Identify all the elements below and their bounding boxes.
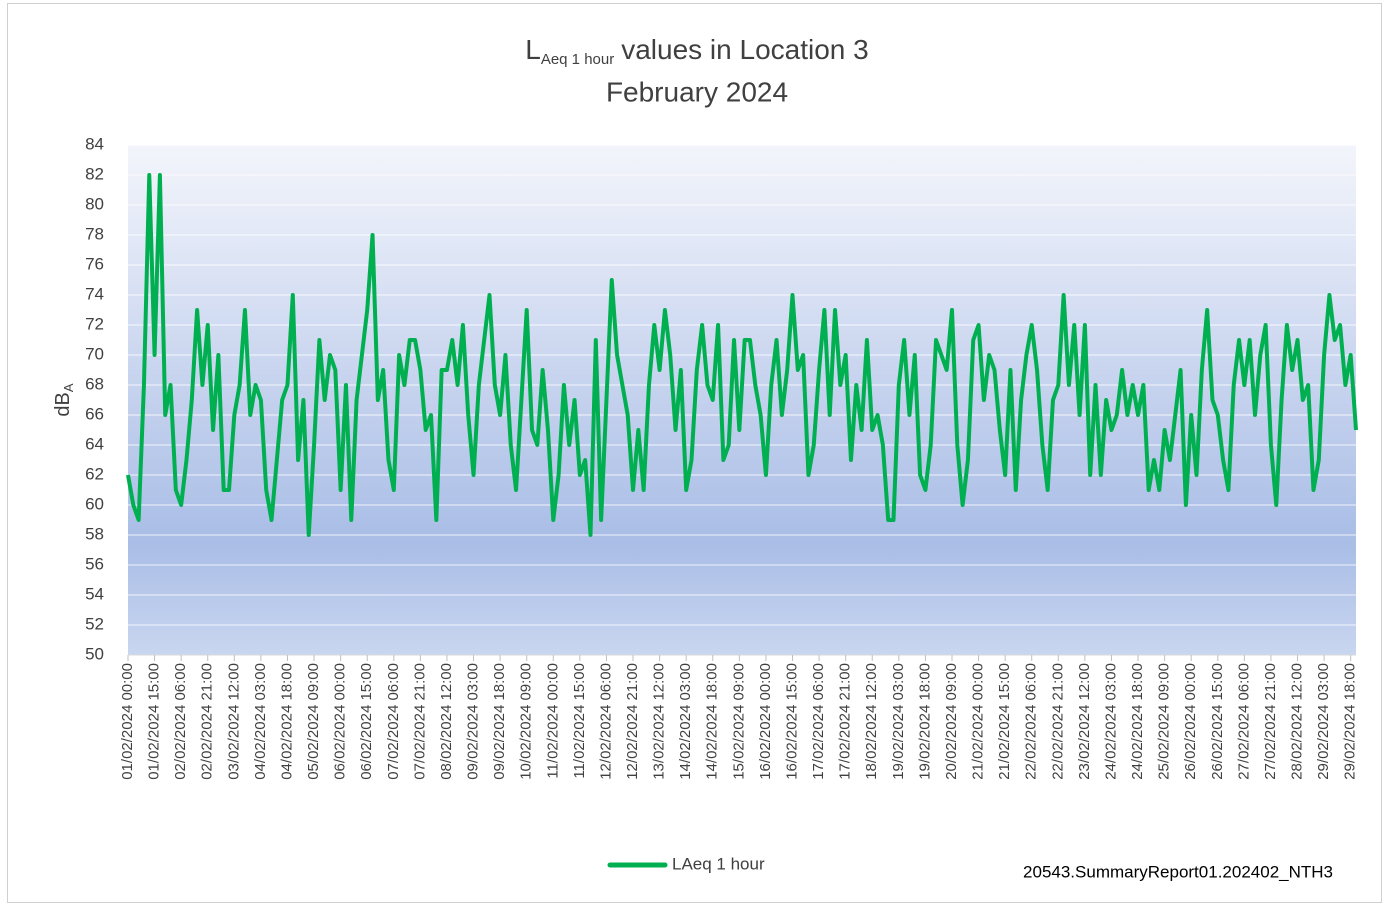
x-tick-label: 04/02/2024 03:00 (252, 663, 269, 780)
x-tick-label: 01/02/2024 00:00 (119, 663, 136, 780)
x-tick-label: 20/02/2024 09:00 (943, 663, 960, 780)
x-tick-label: 27/02/2024 21:00 (1262, 663, 1279, 780)
x-tick-label: 24/02/2024 18:00 (1129, 663, 1146, 780)
x-tick-label: 21/02/2024 15:00 (996, 663, 1013, 780)
x-tick-label: 11/02/2024 15:00 (571, 663, 588, 779)
x-tick-label: 09/02/2024 03:00 (465, 663, 482, 780)
x-tick-label: 21/02/2024 00:00 (970, 663, 987, 780)
y-tick-label: 80 (85, 194, 104, 213)
y-tick-label: 60 (85, 494, 104, 513)
x-tick-label: 19/02/2024 03:00 (890, 663, 907, 780)
annotation: 20543.SummaryReport01.202402_NTH3 (1023, 862, 1333, 881)
x-tick-label: 10/02/2024 09:00 (518, 663, 535, 780)
x-tick-label: 22/02/2024 21:00 (1049, 663, 1066, 780)
x-tick-label: 05/02/2024 09:00 (305, 663, 322, 780)
y-tick-label: 62 (85, 464, 104, 483)
title-rest: values in Location 3 (621, 34, 869, 65)
x-tick-label: 16/02/2024 15:00 (783, 663, 800, 780)
x-tick-label: 26/02/2024 00:00 (1182, 663, 1199, 780)
x-tick-label: 27/02/2024 06:00 (1235, 663, 1252, 780)
y-label-main: dB (52, 392, 74, 416)
y-tick-label: 64 (85, 434, 104, 453)
x-tick-label: 25/02/2024 09:00 (1156, 663, 1173, 780)
y-tick-label: 70 (85, 344, 104, 363)
x-tick-label: 09/02/2024 18:00 (491, 663, 508, 780)
y-tick-label: 56 (85, 554, 104, 573)
x-tick-label: 26/02/2024 15:00 (1209, 663, 1226, 780)
x-tick-label: 08/02/2024 12:00 (438, 663, 455, 780)
x-tick-label: 24/02/2024 03:00 (1102, 663, 1119, 780)
x-tick-label: 02/02/2024 06:00 (172, 663, 189, 780)
y-tick-label: 82 (85, 164, 104, 183)
x-tick-label: 14/02/2024 18:00 (704, 663, 721, 780)
y-label-sub: A (61, 383, 76, 392)
x-tick-label: 07/02/2024 21:00 (411, 663, 428, 780)
x-tick-label: 14/02/2024 03:00 (677, 663, 694, 780)
y-tick-label: 78 (85, 224, 104, 243)
x-tick-label: 06/02/2024 00:00 (332, 663, 349, 780)
x-tick-label: 06/02/2024 15:00 (358, 663, 375, 780)
data-line (126, 173, 1358, 537)
chart-title: LAeq 1 hour values in Location 3 (525, 34, 868, 68)
x-tick-label: 03/02/2024 12:00 (225, 663, 242, 780)
x-tick-label: 23/02/2024 12:00 (1076, 663, 1093, 780)
x-tick-label: 29/02/2024 18:00 (1342, 663, 1359, 780)
y-tick-label: 54 (85, 584, 104, 603)
x-tick-label: 19/02/2024 18:00 (916, 663, 933, 780)
y-tick-label: 74 (85, 284, 104, 303)
y-axis-label: dBA (52, 383, 76, 416)
x-tick-label: 15/02/2024 09:00 (730, 663, 747, 780)
x-tick-label: 11/02/2024 00:00 (544, 663, 561, 779)
x-tick-label: 22/02/2024 06:00 (1023, 663, 1040, 780)
x-tick-label: 12/02/2024 06:00 (597, 663, 614, 780)
x-tick-label: 28/02/2024 12:00 (1288, 663, 1305, 780)
x-tick-label: 12/02/2024 21:00 (624, 663, 641, 780)
y-tick-label: 50 (85, 644, 104, 663)
x-tick-label: 04/02/2024 18:00 (278, 663, 295, 780)
x-tick-label: 17/02/2024 21:00 (837, 663, 854, 780)
x-tick-label: 01/02/2024 15:00 (146, 663, 163, 780)
y-tick-label: 68 (85, 374, 104, 393)
y-tick-label: 58 (85, 524, 104, 543)
y-tick-label: 76 (85, 254, 104, 273)
x-tick-label: 16/02/2024 00:00 (757, 663, 774, 780)
title-sub: Aeq 1 hour (541, 51, 614, 68)
y-tick-label: 66 (85, 404, 104, 423)
title-main: L (525, 34, 541, 65)
y-tick-label: 52 (85, 614, 104, 633)
x-tick-label: 17/02/2024 06:00 (810, 663, 827, 780)
y-tick-label: 72 (85, 314, 104, 333)
x-tick-label: 07/02/2024 06:00 (385, 663, 402, 780)
x-tick-label: 13/02/2024 12:00 (651, 663, 668, 780)
x-tick-label: 02/02/2024 21:00 (199, 663, 216, 780)
y-tick-label: 84 (85, 134, 104, 153)
x-tick-label: 29/02/2024 03:00 (1315, 663, 1332, 780)
x-tick-label: 18/02/2024 12:00 (863, 663, 880, 780)
legend-label: LAeq 1 hour (672, 854, 765, 873)
chart-subtitle: February 2024 (606, 76, 788, 107)
